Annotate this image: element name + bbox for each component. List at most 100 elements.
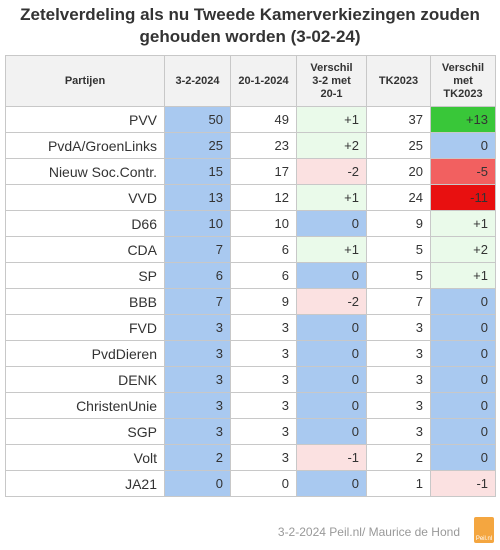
diff-tk-cell: -1: [430, 470, 496, 497]
party-cell: JA21: [5, 470, 165, 497]
footer-credit: 3-2-2024 Peil.nl/ Maurice de Hond: [277, 525, 460, 539]
previous-cell: 3: [230, 392, 297, 419]
previous-cell: 3: [230, 418, 297, 445]
tk2023-cell: 7: [366, 288, 431, 315]
table-row: BBB 7 9 -2 7 0: [5, 288, 496, 315]
diff-tk-cell: 0: [430, 288, 496, 315]
party-cell: SP: [5, 262, 165, 289]
current-cell: 7: [164, 288, 231, 315]
title-line-2: gehouden worden (3-02-24): [139, 27, 361, 46]
diff-cell: 0: [296, 340, 367, 367]
current-cell: 3: [164, 340, 231, 367]
title-line-1: Zetelverdeling als nu Tweede Kamerverkie…: [20, 5, 480, 24]
tk2023-cell: 2: [366, 444, 431, 471]
party-cell: DENK: [5, 366, 165, 393]
seat-table: Partijen 3-2-2024 20-1-2024 Verschil 3-2…: [5, 55, 496, 497]
table-row: JA21 0 0 0 1 -1: [5, 470, 496, 497]
diff-tk-cell: -5: [430, 158, 496, 185]
diff-cell: 0: [296, 210, 367, 237]
table-row: Nieuw Soc.Contr. 15 17 -2 20 -5: [5, 158, 496, 185]
party-cell: PvdDieren: [5, 340, 165, 367]
diff-tk-cell: 0: [430, 340, 496, 367]
peil-logo: Peil.nl: [474, 517, 494, 543]
diff-cell: +1: [296, 236, 367, 263]
diff-tk-cell: +2: [430, 236, 496, 263]
diff-cell: -2: [296, 288, 367, 315]
current-cell: 2: [164, 444, 231, 471]
party-cell: VVD: [5, 184, 165, 211]
party-cell: ChristenUnie: [5, 392, 165, 419]
party-cell: D66: [5, 210, 165, 237]
previous-cell: 23: [230, 132, 297, 159]
diff-cell: 0: [296, 392, 367, 419]
diff-tk-cell: 0: [430, 132, 496, 159]
table-row: PvdDieren 3 3 0 3 0: [5, 340, 496, 367]
diff-tk-cell: 0: [430, 314, 496, 341]
tk2023-cell: 3: [366, 314, 431, 341]
tk2023-cell: 37: [366, 106, 431, 133]
table-row: ChristenUnie 3 3 0 3 0: [5, 392, 496, 419]
tk2023-cell: 3: [366, 366, 431, 393]
previous-cell: 3: [230, 366, 297, 393]
diff-cell: 0: [296, 470, 367, 497]
party-cell: SGP: [5, 418, 165, 445]
diff-tk-cell: +1: [430, 262, 496, 289]
current-cell: 6: [164, 262, 231, 289]
tk2023-cell: 3: [366, 418, 431, 445]
current-cell: 15: [164, 158, 231, 185]
header-row: Partijen 3-2-2024 20-1-2024 Verschil 3-2…: [5, 55, 496, 107]
previous-cell: 12: [230, 184, 297, 211]
current-cell: 3: [164, 392, 231, 419]
diff-tk-cell: 0: [430, 392, 496, 419]
diff-cell: -1: [296, 444, 367, 471]
current-cell: 7: [164, 236, 231, 263]
header-diff: Verschil 3-2 met 20-1: [296, 55, 367, 107]
diff-cell: +1: [296, 184, 367, 211]
tk2023-cell: 20: [366, 158, 431, 185]
previous-cell: 6: [230, 236, 297, 263]
page-title: Zetelverdeling als nu Tweede Kamerverkie…: [0, 4, 500, 48]
diff-cell: -2: [296, 158, 367, 185]
diff-cell: 0: [296, 314, 367, 341]
table-row: PvdA/GroenLinks 25 23 +2 25 0: [5, 132, 496, 159]
previous-cell: 0: [230, 470, 297, 497]
diff-cell: 0: [296, 262, 367, 289]
diff-tk-cell: 0: [430, 418, 496, 445]
table-row: DENK 3 3 0 3 0: [5, 366, 496, 393]
tk2023-cell: 1: [366, 470, 431, 497]
table-row: CDA 7 6 +1 5 +2: [5, 236, 496, 263]
current-cell: 10: [164, 210, 231, 237]
previous-cell: 17: [230, 158, 297, 185]
party-cell: PVV: [5, 106, 165, 133]
table-row: D66 10 10 0 9 +1: [5, 210, 496, 237]
current-cell: 3: [164, 314, 231, 341]
party-cell: PvdA/GroenLinks: [5, 132, 165, 159]
table-row: PVV 50 49 +1 37 +13: [5, 106, 496, 133]
diff-tk-cell: +1: [430, 210, 496, 237]
diff-cell: 0: [296, 418, 367, 445]
party-cell: FVD: [5, 314, 165, 341]
previous-cell: 3: [230, 444, 297, 471]
previous-cell: 3: [230, 314, 297, 341]
tk2023-cell: 25: [366, 132, 431, 159]
diff-cell: +1: [296, 106, 367, 133]
diff-cell: +2: [296, 132, 367, 159]
diff-tk-cell: +13: [430, 106, 496, 133]
previous-cell: 49: [230, 106, 297, 133]
current-cell: 50: [164, 106, 231, 133]
header-current: 3-2-2024: [164, 55, 231, 107]
header-previous: 20-1-2024: [230, 55, 297, 107]
table-row: VVD 13 12 +1 24 -11: [5, 184, 496, 211]
tk2023-cell: 3: [366, 392, 431, 419]
current-cell: 3: [164, 418, 231, 445]
tk2023-cell: 5: [366, 262, 431, 289]
header-party: Partijen: [5, 55, 165, 107]
party-cell: Nieuw Soc.Contr.: [5, 158, 165, 185]
current-cell: 0: [164, 470, 231, 497]
diff-tk-cell: 0: [430, 366, 496, 393]
party-cell: CDA: [5, 236, 165, 263]
header-tk2023: TK2023: [366, 55, 431, 107]
table-row: SP 6 6 0 5 +1: [5, 262, 496, 289]
tk2023-cell: 9: [366, 210, 431, 237]
table-row: Volt 2 3 -1 2 0: [5, 444, 496, 471]
